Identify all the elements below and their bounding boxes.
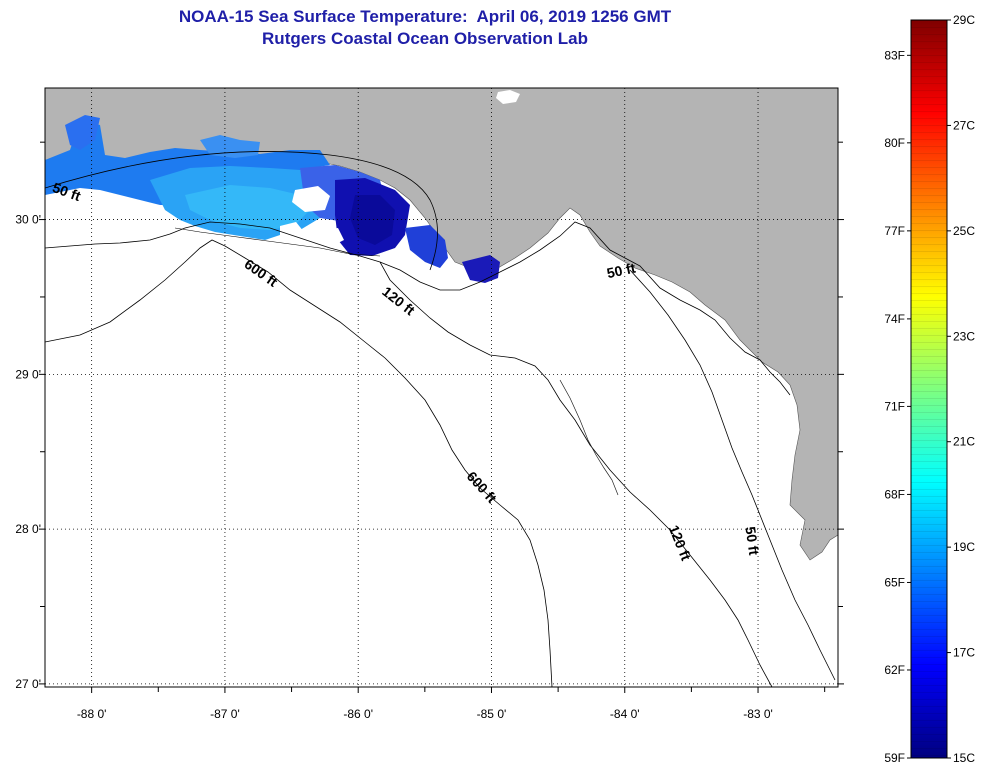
contour-label: 50 ft [605,260,637,282]
lat-tick-label: 29 0' [15,367,41,381]
lat-tick-label: 28 0' [15,522,41,536]
lon-tick-label: -87 0' [210,707,240,721]
title-block: NOAA-15 Sea Surface Temperature: April 0… [0,6,850,50]
coast-detail [559,379,619,496]
contour-50ft-west [45,221,791,396]
lon-tick-label: -83 0' [743,707,773,721]
map-subtitle: Rutgers Coastal Ocean Observation Lab [262,29,588,48]
colorbar-f-label: 68F [884,487,905,501]
colorbar-f-label: 80F [884,136,905,150]
graticule [45,88,838,687]
scan-edge [45,151,438,271]
colorbar-c-label: 21C [953,435,975,449]
colorbar-f-label: 83F [884,48,905,62]
lat-tick-label: 27 0' [15,677,41,691]
colorbar-c-label: 29C [953,13,975,27]
map-frame [44,87,839,688]
lon-tick-label: -86 0' [343,707,373,721]
colorbar-c-label: 19C [953,540,975,554]
colorbar-labels: 59F 62F 65F 68F 71F 74F 77F 80F 83F 15C 17C 19C 21C 2… [884,13,975,765]
colorbar-f-label: 77F [884,224,905,238]
colorbar-c-label: 23C [953,329,975,343]
axis-ticks: -88 0' -87 0' -86 0' -85 0' -84 0' -83 0' 30 0… [15,141,844,721]
lon-tick-label: -88 0' [77,707,107,721]
colorbar-c-label: 25C [953,224,975,238]
lat-tick-label: 30 0' [15,213,41,227]
contour-50ft-east [629,269,836,681]
lon-tick-label: -85 0' [477,707,507,721]
colorbar-c-label: 15C [953,751,975,765]
lon-tick-label: -84 0' [610,707,640,721]
contour-120ft [379,261,773,687]
colorbar-f-label: 59F [884,751,905,765]
colorbar-bands [911,20,947,758]
colorbar-c-label: 27C [953,118,975,132]
colorbar-c-label: 17C [953,646,975,660]
contour-600ft [45,239,553,687]
colorbar-f-label: 71F [884,399,905,413]
sst-coverage [45,90,520,283]
colorbar: 59F 62F 65F 68F 71F 74F 77F 80F 83F 15C 17C 19C 21C 2… [884,13,975,765]
colorbar-f-label: 74F [884,312,905,326]
colorbar-f-label: 65F [884,575,905,589]
colorbar-f-label: 62F [884,663,905,677]
map-title: NOAA-15 Sea Surface Temperature: April 0… [178,7,672,26]
coverage-edge [174,227,381,257]
contour-label: 50 ft [742,525,762,556]
